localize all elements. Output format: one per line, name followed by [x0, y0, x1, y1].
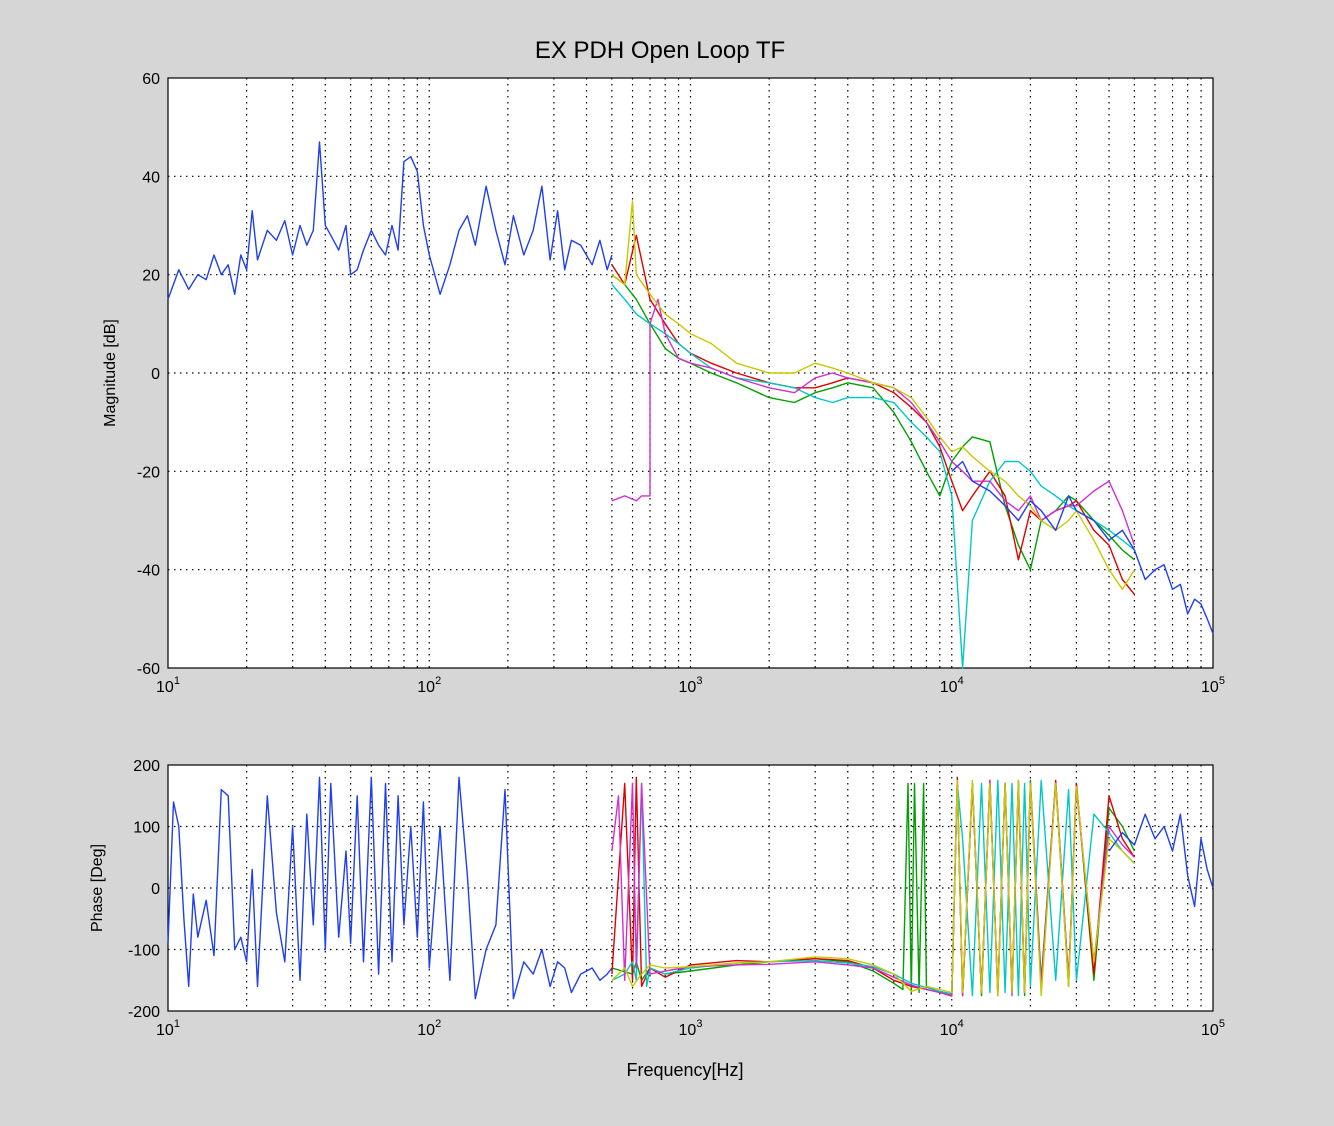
phase-series-line-2 [611, 776, 1135, 997]
x-tick-label: 101 [156, 1018, 180, 1039]
y-tick-label: -60 [137, 661, 160, 678]
magnitude-series-line-3 [611, 284, 1135, 669]
y-tick-label: 0 [151, 881, 160, 898]
x-tick-label: 105 [1201, 675, 1225, 696]
magnitude-ylabel: Magnitude [dB] [102, 319, 119, 427]
y-tick-label: -200 [128, 1004, 160, 1021]
y-tick-label: -40 [137, 563, 160, 580]
magnitude-series-line-6 [951, 460, 1214, 634]
y-tick-label: 200 [133, 758, 160, 775]
y-tick-label: -20 [137, 464, 160, 481]
y-tick-label: -100 [128, 943, 160, 960]
x-tick-label: 103 [679, 1018, 703, 1039]
phase-yticks: -200 -100 0 100 200 [128, 758, 160, 1021]
magnitude-series-line-5 [611, 200, 1135, 590]
phase-series-line-0 [167, 776, 613, 1000]
phase-xticks: 101 102 103 104 105 [156, 1018, 1225, 1039]
x-tick-label: 102 [417, 675, 441, 696]
magnitude-yticks: -60 -40 -20 0 20 40 60 [137, 71, 160, 678]
x-tick-label: 101 [156, 675, 180, 696]
phase-ylabel: Phase [Deg] [89, 844, 106, 932]
y-tick-label: 60 [142, 71, 160, 88]
magnitude-series-line-0 [167, 141, 613, 300]
y-tick-label: 20 [142, 268, 160, 285]
magnitude-xticks: 101 102 103 104 105 [156, 675, 1225, 696]
magnitude-panel: -60 -40 -20 0 20 40 60 101 102 103 104 105 Magnitu… [102, 71, 1225, 696]
magnitude-lines [167, 141, 1214, 669]
y-tick-label: 40 [142, 169, 160, 186]
phase-lines [167, 776, 1214, 1000]
phase-panel: -200 -100 0 100 200 101 102 103 104 105 Phase [D… [89, 758, 1225, 1080]
chart-title: EX PDH Open Loop TF [535, 37, 785, 64]
x-tick-label: 105 [1201, 1018, 1225, 1039]
phase-series-line-6 [1108, 813, 1214, 908]
phase-series-line-5 [611, 779, 1135, 997]
x-tick-label: 102 [417, 1018, 441, 1039]
x-tick-label: 104 [940, 675, 964, 696]
y-tick-label: 0 [151, 366, 160, 383]
phase-xlabel: Frequency[Hz] [626, 1060, 743, 1080]
y-tick-label: 100 [133, 820, 160, 837]
x-tick-label: 104 [940, 1018, 964, 1039]
x-tick-label: 103 [679, 675, 703, 696]
